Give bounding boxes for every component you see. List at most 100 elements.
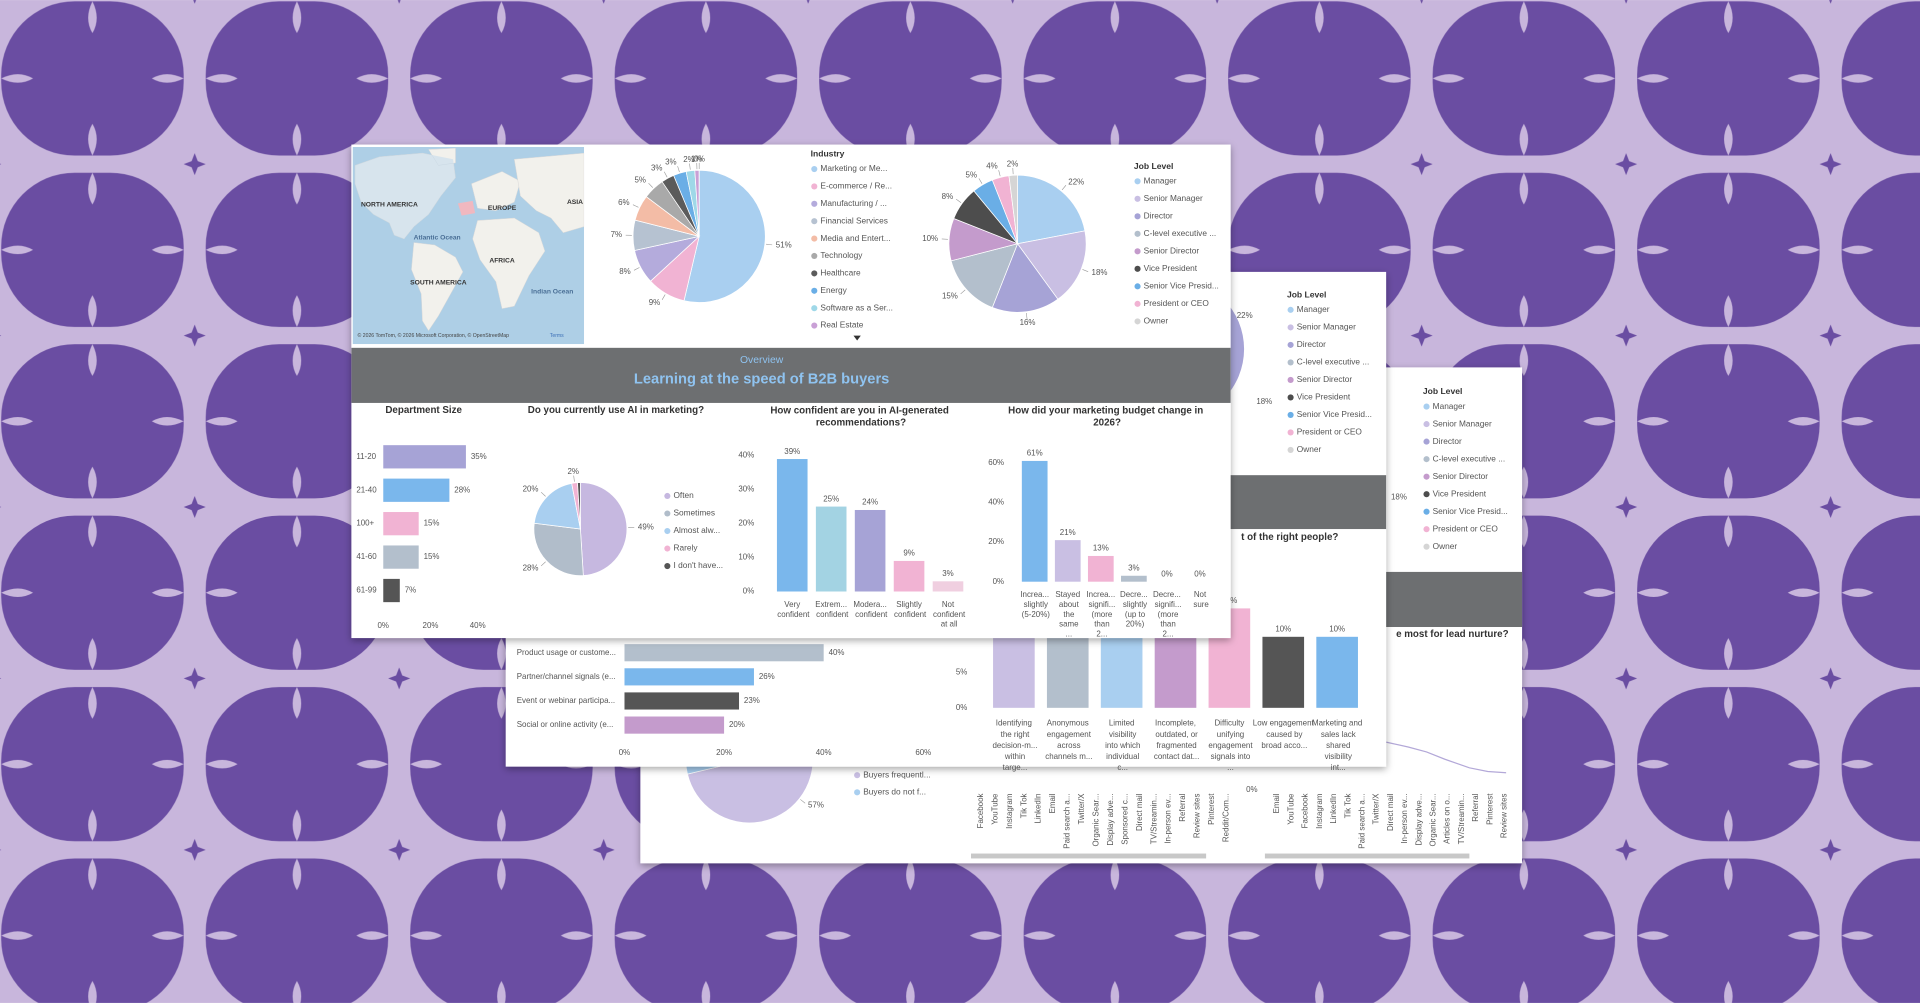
bar bbox=[1121, 575, 1147, 582]
x-tick-label: Incomplete, outdated, or fragmented cont… bbox=[1152, 719, 1200, 761]
y-tick-label: 11-20 bbox=[356, 452, 376, 461]
text-line: Decre... bbox=[1120, 590, 1148, 599]
data-label: 22% bbox=[1237, 311, 1253, 320]
text-line: Slightly bbox=[896, 600, 922, 609]
y-tick-label: 20% bbox=[738, 519, 754, 528]
legend-label: Director bbox=[1297, 339, 1326, 349]
x-tick-label: Email bbox=[1272, 793, 1281, 813]
y-tick-label: 41-60 bbox=[356, 552, 377, 561]
y-tick-label: Event or webinar participa... bbox=[517, 696, 615, 705]
map-label: NORTH AMERICA bbox=[361, 201, 418, 208]
bar bbox=[383, 478, 450, 502]
legend-swatch bbox=[1134, 318, 1141, 325]
text-line: int... bbox=[1329, 763, 1346, 772]
legend-label: C-level executive ... bbox=[1144, 228, 1217, 238]
text-line: Incomplete, bbox=[1155, 719, 1196, 728]
region-highlight bbox=[457, 200, 476, 216]
legend-label: Often bbox=[673, 490, 694, 500]
legend-swatch bbox=[811, 322, 818, 329]
legend-swatch bbox=[811, 252, 818, 260]
data-label: 6% bbox=[618, 198, 629, 207]
text-line: engagement bbox=[1045, 730, 1092, 739]
x-tick-label: Difficulty unifying engagement signals i… bbox=[1206, 719, 1253, 772]
text-line: confident bbox=[775, 610, 810, 619]
scrollbar[interactable] bbox=[971, 853, 1207, 859]
text-line: Marketing and bbox=[1312, 719, 1362, 728]
banner-overline: Overview bbox=[740, 355, 784, 366]
legend-swatch bbox=[811, 235, 818, 242]
bar bbox=[383, 545, 419, 569]
x-tick-label: TV/Streamin... bbox=[1457, 794, 1466, 845]
legend-label: President or CEO bbox=[1144, 298, 1210, 308]
bar bbox=[383, 512, 419, 536]
text-line: into which bbox=[1103, 741, 1141, 750]
chart-title: How confident are you in AI-generated re… bbox=[770, 405, 948, 428]
text-line: slightly bbox=[1121, 600, 1147, 609]
x-tick-label: Decre... slightly (up to 20%) bbox=[1120, 590, 1148, 628]
leader-line bbox=[800, 799, 806, 804]
x-tick-label: Tik Tok bbox=[1343, 794, 1352, 819]
x-tick-label: Direct mail bbox=[1135, 793, 1144, 831]
leader-line bbox=[540, 561, 546, 567]
legend-swatch bbox=[1287, 394, 1294, 401]
x-tick-label: In-person ev... bbox=[1400, 794, 1409, 844]
text-line: Identifying bbox=[996, 719, 1032, 728]
x-tick-label: Tik Tok bbox=[1019, 794, 1028, 819]
text-line: Decre... bbox=[1153, 590, 1181, 599]
text-line: (up to bbox=[1123, 610, 1146, 619]
text-line: the right bbox=[998, 730, 1030, 739]
x-tick-label: Facebook bbox=[976, 794, 985, 829]
data-label: 15% bbox=[424, 519, 440, 528]
legend-swatch bbox=[1134, 300, 1141, 307]
data-label: 28% bbox=[454, 485, 470, 494]
bar bbox=[1262, 636, 1305, 708]
data-label: 23% bbox=[744, 696, 760, 705]
x-tick-label: Referral bbox=[1178, 793, 1187, 821]
legend-swatch bbox=[1287, 359, 1294, 366]
legend-swatch bbox=[664, 510, 671, 517]
legend-swatch bbox=[1287, 429, 1294, 436]
legend-label: Rarely bbox=[673, 543, 698, 553]
text-line: confident bbox=[853, 610, 888, 619]
data-label: 26% bbox=[759, 672, 775, 681]
text-line: caused by bbox=[1264, 730, 1302, 739]
x-tick-label: Referral bbox=[1471, 793, 1480, 821]
legend-swatch bbox=[811, 305, 818, 312]
legend-swatch bbox=[1134, 195, 1141, 202]
data-label: 9% bbox=[903, 549, 914, 558]
x-tick-label: In-person ev... bbox=[1164, 794, 1173, 844]
pie-slice bbox=[950, 243, 1019, 308]
data-label: 28% bbox=[523, 564, 539, 573]
legend-title: Industry bbox=[811, 149, 845, 159]
legend-label: Almost alw... bbox=[673, 525, 720, 535]
leader-line bbox=[1061, 185, 1067, 191]
text-line: sure bbox=[1191, 600, 1209, 609]
bar bbox=[383, 578, 400, 603]
x-tick-label: Instagram bbox=[1315, 793, 1324, 829]
x-tick-label: Instagram bbox=[1005, 793, 1014, 829]
text-line: 20%) bbox=[1124, 620, 1145, 629]
x-tick-label: Facebook bbox=[1301, 794, 1310, 829]
legend-swatch bbox=[1423, 526, 1430, 533]
data-label: 3% bbox=[1128, 564, 1139, 573]
data-label: 2% bbox=[683, 155, 694, 164]
text-line: slightly bbox=[1021, 600, 1047, 609]
question: e most for lead nurture? bbox=[1396, 629, 1509, 640]
data-label: 51% bbox=[776, 240, 792, 249]
x-tick-label: Organic Sear... bbox=[1092, 794, 1101, 847]
text-line: 2026? bbox=[1090, 417, 1120, 428]
map-terms[interactable]: Terms bbox=[550, 333, 564, 339]
leader-line bbox=[1082, 269, 1089, 272]
x-tick-label: Direct mail bbox=[1386, 793, 1395, 831]
y-tick-label: 60% bbox=[988, 458, 1004, 467]
scrollbar[interactable] bbox=[1264, 853, 1470, 859]
leader-line bbox=[960, 289, 966, 295]
legend-scroll-arrow[interactable] bbox=[853, 335, 861, 341]
leader-line bbox=[573, 475, 575, 482]
axis-label: 0% bbox=[1246, 785, 1257, 794]
text-line: contact dat... bbox=[1152, 752, 1200, 761]
bar bbox=[1054, 540, 1081, 582]
x-tick-label: Limited visibility into which individual… bbox=[1103, 719, 1141, 772]
legend-label: Buyers frequentl... bbox=[863, 769, 930, 779]
legend-label: C-level executive ... bbox=[1433, 453, 1506, 463]
